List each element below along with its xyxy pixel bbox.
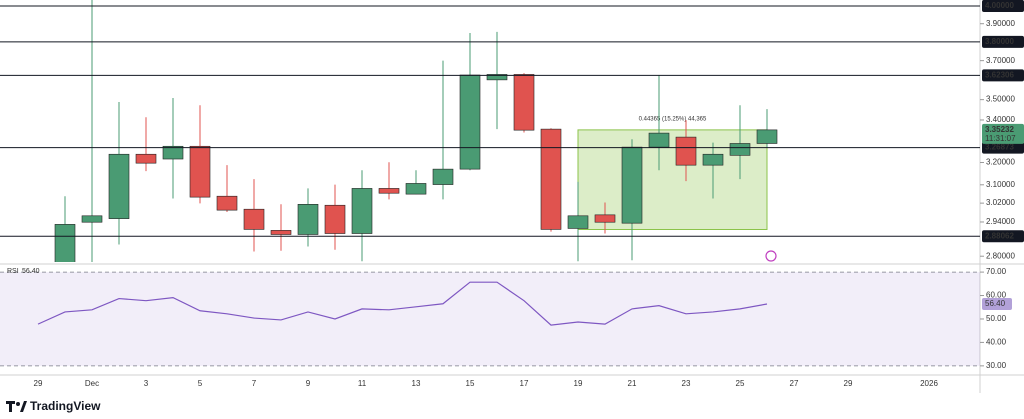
candle-body	[540, 128, 562, 230]
candle-body	[297, 204, 319, 235]
x-tick-label: 27	[790, 379, 799, 388]
level-badge	[982, 141, 1024, 154]
countdown: 11:31:07	[985, 134, 1016, 143]
y-tick-label: 40.00	[986, 338, 1007, 347]
candle-body	[675, 136, 697, 166]
x-tick-label: 23	[682, 379, 691, 388]
level-label: 3.26873	[985, 143, 1014, 152]
y-tick-label: 3.90000	[986, 19, 1015, 28]
candle-body	[702, 153, 724, 166]
candle-body	[486, 74, 508, 81]
y-tick-label: 3.10000	[986, 180, 1015, 189]
level-label: 2.88062	[985, 231, 1014, 240]
x-tick-label: 29	[34, 379, 43, 388]
candle-body	[459, 74, 481, 170]
level-badge	[982, 35, 1024, 48]
level-label: 3.62306	[985, 70, 1014, 79]
x-tick-label: 11	[358, 379, 367, 388]
candle-body	[756, 129, 778, 144]
rsi-line	[37, 281, 768, 326]
candle-body	[81, 215, 103, 223]
y-tick-label: 60.00	[986, 291, 1007, 300]
candle-body	[567, 215, 589, 229]
x-tick-label: 2026	[920, 379, 938, 388]
candle-body	[54, 224, 76, 262]
candle-body	[729, 143, 751, 156]
level-badge	[982, 0, 1024, 12]
candle-body	[108, 153, 130, 219]
level-badge	[982, 230, 1024, 243]
rsi-band	[0, 272, 980, 366]
candle-body	[216, 195, 238, 211]
x-tick-label: 21	[628, 379, 637, 388]
candle-body	[594, 214, 616, 223]
y-tick-label: 3.20000	[986, 158, 1015, 167]
candle-body	[513, 74, 535, 131]
x-tick-label: 19	[574, 379, 583, 388]
rsi-badge-label: 56.40	[985, 299, 1006, 308]
y-tick-label: 3.02000	[986, 198, 1015, 207]
level-label: 3.80000	[985, 37, 1014, 46]
candle-body	[432, 168, 454, 185]
rsi-badge	[982, 297, 1012, 310]
x-tick-label: 9	[306, 379, 311, 388]
measure-label: 0.44365 (15.25%) 44,365	[639, 116, 707, 122]
x-tick-label: 17	[520, 379, 529, 388]
candle-body	[189, 145, 211, 198]
y-tick-label: 50.00	[986, 314, 1007, 323]
y-tick-label: 2.80000	[986, 251, 1015, 260]
candle-body	[378, 188, 400, 194]
x-tick-label: 13	[412, 379, 421, 388]
candle-body	[270, 230, 292, 235]
logo	[6, 401, 27, 412]
x-tick-label: Dec	[85, 379, 99, 388]
rsi-legend-value: 56.40	[22, 268, 40, 275]
x-tick-label: 3	[144, 379, 149, 388]
y-tick-label: 3.40000	[986, 115, 1015, 124]
candle-body	[405, 183, 427, 195]
price-plot: 0.44365 (15.25%) 44,365	[54, 0, 778, 262]
candle-body	[243, 208, 265, 230]
candle-body	[351, 188, 373, 234]
x-tick-label: 25	[736, 379, 745, 388]
level-badge	[982, 69, 1024, 82]
y-tick-label: 70.00	[986, 267, 1007, 276]
y-tick-label: 30.00	[986, 361, 1007, 370]
rsi-legend-name: RSI	[7, 268, 19, 275]
candle-body	[162, 145, 184, 160]
candle-body	[135, 153, 157, 164]
y-tick-label: 3.70000	[986, 56, 1015, 65]
brand: TradingView	[30, 399, 101, 413]
x-tick-label: 7	[252, 379, 257, 388]
y-tick-label: 2.94000	[986, 217, 1015, 226]
candle-body	[621, 146, 643, 224]
price-label: 3.35232	[985, 125, 1014, 134]
x-tick-label: 15	[466, 379, 475, 388]
rsi-plot	[0, 271, 980, 367]
x-tick-label: 5	[198, 379, 203, 388]
candle-body	[324, 204, 346, 234]
y-tick-label: 3.50000	[986, 95, 1015, 104]
price-badge	[982, 123, 1024, 144]
candle-body	[648, 132, 670, 148]
event-icon	[765, 250, 777, 262]
x-tick-label: 29	[844, 379, 853, 388]
level-label: 4.00000	[985, 1, 1014, 10]
